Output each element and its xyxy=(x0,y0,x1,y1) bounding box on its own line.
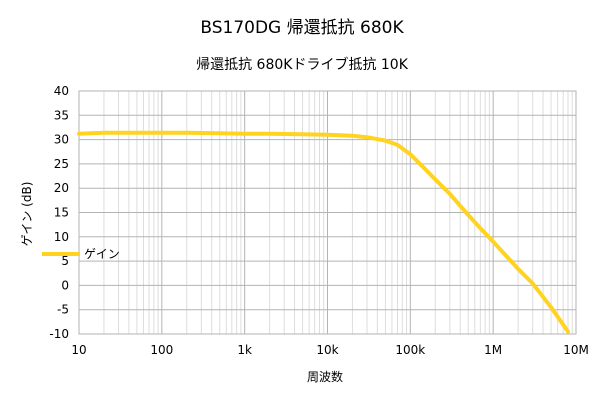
series-line-gain xyxy=(77,130,570,334)
y-tick-label: 35 xyxy=(54,108,69,122)
x-tick-label: 10k xyxy=(316,343,338,357)
x-tick-label: 100k xyxy=(395,343,425,357)
major-gridlines xyxy=(78,90,577,335)
y-tick-label: 25 xyxy=(54,157,69,171)
x-axis-label: 周波数 xyxy=(307,369,343,384)
legend: ゲイン xyxy=(42,247,120,261)
plot-frame xyxy=(78,90,577,335)
legend-label: ゲイン xyxy=(84,247,120,261)
x-tick-label: 10M xyxy=(563,343,589,357)
x-tick-label: 100 xyxy=(150,343,173,357)
y-tick-label: 10 xyxy=(54,230,69,244)
x-tick-label: 10 xyxy=(71,343,86,357)
y-tick-label: 40 xyxy=(54,84,69,98)
x-tick-label: 1M xyxy=(484,343,502,357)
series-layer xyxy=(77,130,570,334)
y-tick-label: -10 xyxy=(49,327,69,341)
y-tick-labels: -10 -5 0 5 10 15 20 25 30 35 40 xyxy=(49,84,69,341)
x-tick-label: 1k xyxy=(237,343,252,357)
y-tick-label: 5 xyxy=(61,254,69,268)
y-tick-label: 20 xyxy=(54,181,69,195)
y-tick-label: 0 xyxy=(61,278,69,292)
chart-subtitle: 帰還抵抗 680Kドライブ抵抗 10K xyxy=(196,56,409,73)
y-tick-label: -5 xyxy=(57,303,69,317)
y-tick-label: 15 xyxy=(54,206,69,220)
y-axis-label: ゲイン (dB) xyxy=(20,182,34,247)
chart-title: BS170DG 帰還抵抗 680K xyxy=(200,18,404,38)
x-tick-labels: 10 100 1k 10k 100k 1M 10M xyxy=(71,343,588,357)
y-tick-label: 30 xyxy=(54,133,69,147)
